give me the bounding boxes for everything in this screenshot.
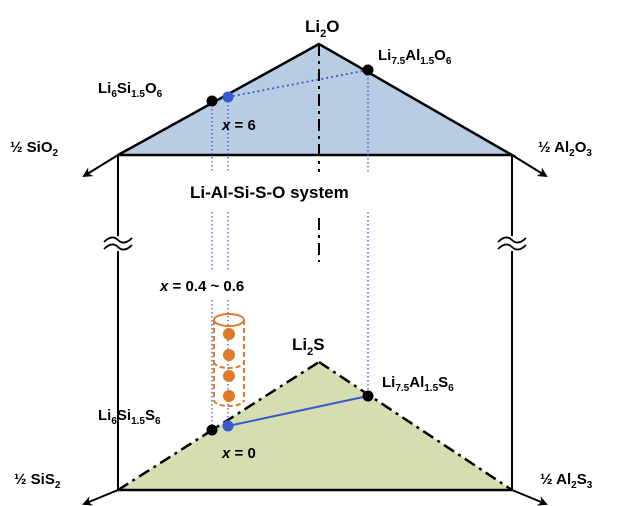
x0-label: x = 0 bbox=[221, 445, 256, 462]
li6si-sulfide-point bbox=[206, 424, 218, 436]
cylinder-bottom-ring bbox=[213, 399, 245, 407]
system-label: Li-Al-Si-S-O system bbox=[190, 183, 349, 202]
li6si15s6-label: Li6Si1.5S6 bbox=[98, 407, 161, 427]
cylinder-dot-2 bbox=[223, 349, 235, 361]
al2o3-axis-arrow bbox=[511, 154, 548, 178]
x-range-label: x = 0.4 ~ 0.6 bbox=[159, 278, 244, 295]
x6-label: x = 6 bbox=[221, 117, 256, 134]
break-mark-right-2 bbox=[497, 243, 527, 251]
sis2-label: ½ SiS2 bbox=[14, 471, 61, 491]
li2s-label: Li2S bbox=[292, 335, 325, 358]
oxide-tie-line bbox=[227, 69, 369, 98]
cylinder-dot-3 bbox=[223, 370, 235, 382]
cylinder-dot-4 bbox=[223, 390, 235, 402]
sulfide-left-edge bbox=[117, 360, 320, 492]
li6si-oxide-point bbox=[206, 95, 218, 107]
li75al-oxide-point bbox=[362, 64, 374, 76]
sio2-axis-arrow bbox=[82, 154, 119, 178]
cylinder-top bbox=[213, 313, 245, 327]
li75al-sulfide-point bbox=[362, 390, 374, 402]
cylinder-dot-1 bbox=[223, 328, 235, 340]
composition-cylinder bbox=[213, 313, 245, 407]
break-mark-right bbox=[497, 236, 527, 244]
x0-point bbox=[222, 420, 234, 432]
sulfide-right-edge bbox=[318, 360, 513, 492]
oxide-face bbox=[117, 42, 517, 157]
al2o3-label: ½ Al2O3 bbox=[538, 139, 592, 159]
sio2-label: ½ SiO2 bbox=[10, 139, 59, 159]
li75al15s6-label: Li7.5Al1.5S6 bbox=[382, 374, 454, 394]
x6-point bbox=[222, 91, 234, 103]
li75al15o6-label: Li7.5Al1.5O6 bbox=[378, 47, 452, 67]
cylinder-mid-ring bbox=[213, 361, 245, 369]
sulfide-face bbox=[118, 362, 512, 490]
break-mark-left-2 bbox=[103, 243, 133, 251]
sulfide-tie-line bbox=[227, 395, 369, 427]
sis2-axis-arrow bbox=[82, 489, 119, 506]
li6si15o6-label: Li6Si1.5O6 bbox=[98, 80, 163, 100]
al2s3-axis-arrow bbox=[511, 489, 548, 506]
al2s3-label: ½ Al2S3 bbox=[540, 471, 593, 491]
break-mark-left bbox=[103, 236, 133, 244]
li2o-label: Li2O bbox=[305, 17, 339, 40]
